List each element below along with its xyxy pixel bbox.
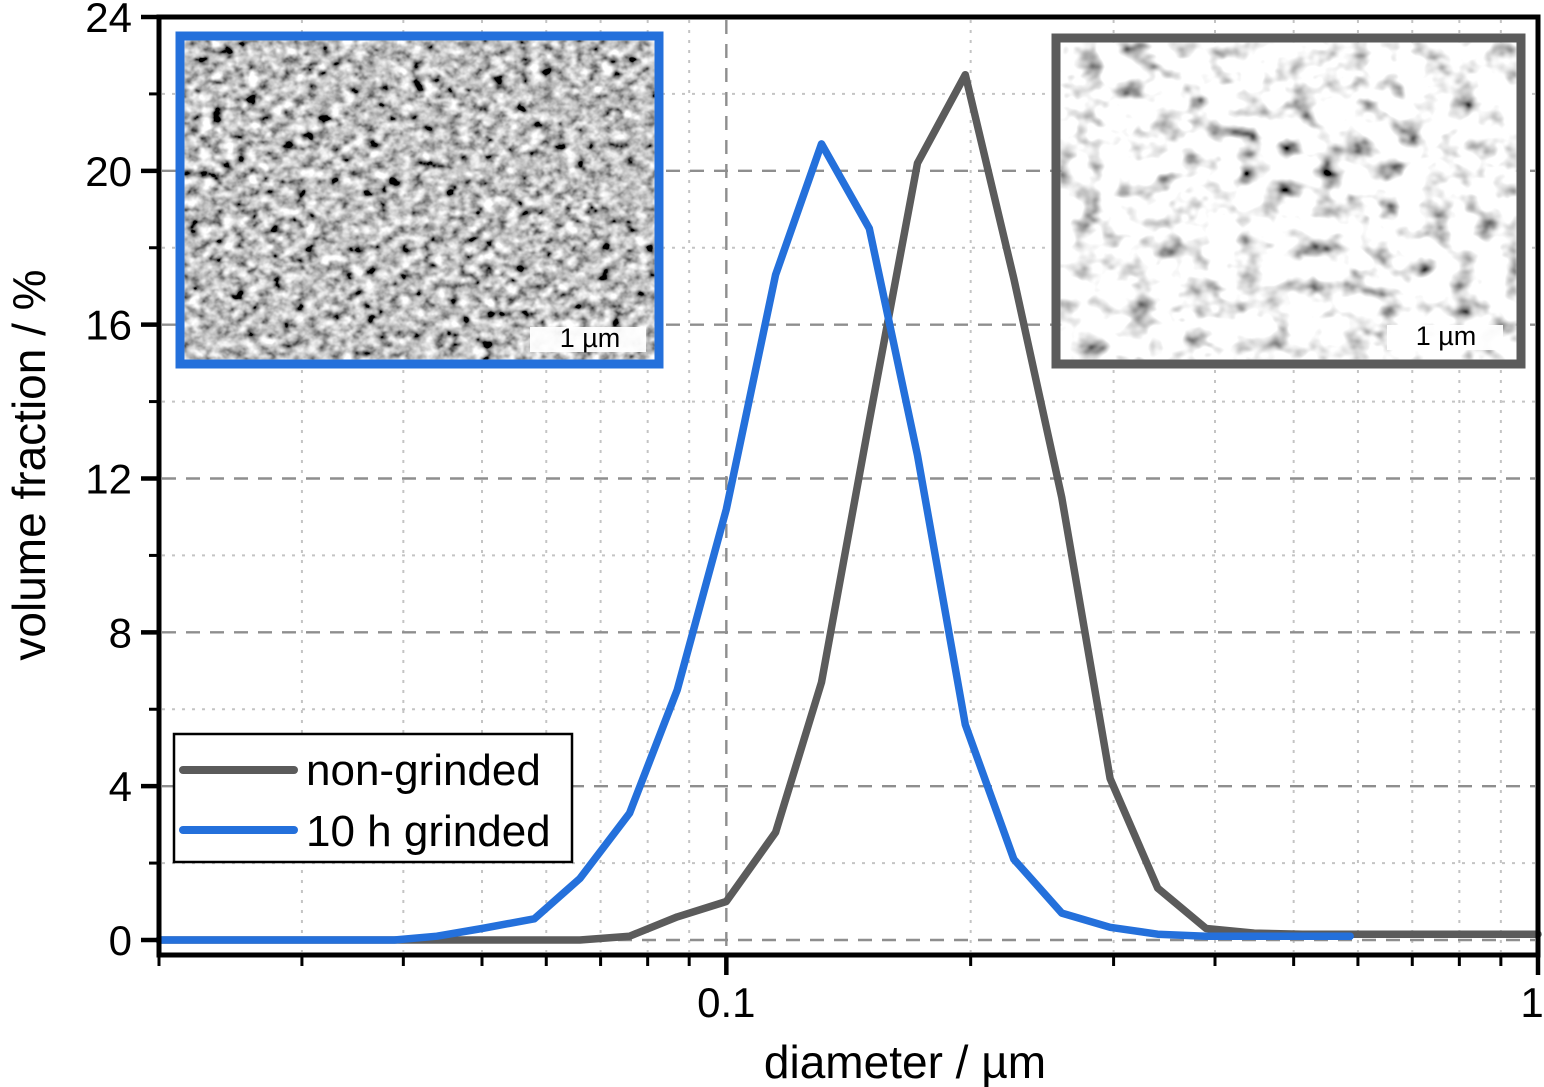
scalebar-label: 1 µm [1416,321,1477,351]
y-tick-label: 0 [109,917,132,964]
legend-box [172,732,574,864]
x-tick-label: 1 [1520,979,1543,1026]
y-tick-label: 12 [85,456,132,503]
plot-frame [141,14,1541,975]
inset-sem-10h-grinded: 1 µm [175,31,664,369]
y-tick-label: 4 [109,763,132,810]
legend-label-non-grinded: non-grinded [306,746,541,795]
sem-texture-non-grinded [1060,42,1517,360]
curve-10-h-grinded [155,140,1354,944]
x-axis-title: diameter / µm [764,1036,1046,1087]
inset-border-blue [175,31,664,369]
y-tick-label: 8 [109,609,132,656]
inset-sem-non-grinded: 1 µm [1051,33,1526,369]
inset-border-gray [1051,33,1526,369]
scalebar-label: 1 µm [560,323,621,353]
y-tick-label: 20 [85,148,132,195]
axes-frame [156,14,1541,958]
y-axis-title: volume fraction / % [3,269,55,660]
scalebar-box [530,327,646,352]
sem-texture-10h-grinded [184,40,655,360]
data-curves [155,70,1542,944]
scalebar-box [1387,325,1503,350]
y-tick-label: 16 [85,302,132,349]
x-tick-label: 0.1 [697,979,755,1026]
tick-marks [141,14,1541,975]
legend: non-grinded 10 h grinded [172,732,574,864]
y-tick-label: 24 [85,0,132,41]
legend-label-10h-grinded: 10 h grinded [306,807,551,856]
tick-labels: 0 4 8 12 16 20 24 0.1 1 [85,0,1543,1026]
